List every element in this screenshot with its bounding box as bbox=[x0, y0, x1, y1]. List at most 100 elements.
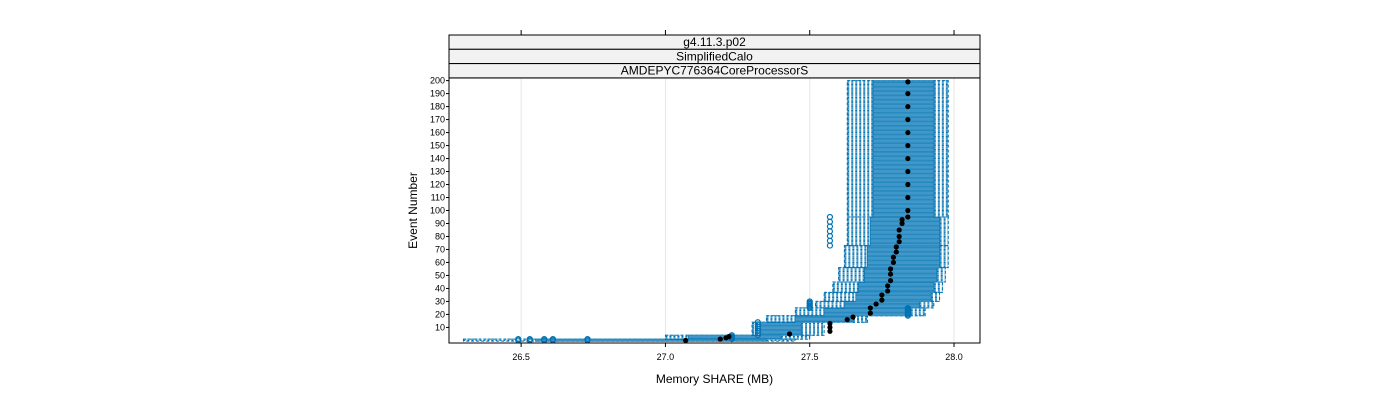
median-point bbox=[683, 337, 689, 344]
y-tick-label: 50 bbox=[435, 270, 445, 280]
median-point bbox=[885, 288, 891, 294]
median-point bbox=[887, 278, 894, 284]
outlier-point bbox=[754, 321, 761, 328]
strip-3: AMDEPYC776364CoreProcessorS bbox=[448, 63, 981, 79]
x-tick-label: 26.5 bbox=[512, 352, 530, 362]
x-axis: 26.5 27.0 27.5 28.0 bbox=[512, 30, 963, 362]
median-point bbox=[905, 129, 911, 136]
outlier-point bbox=[826, 213, 834, 221]
y-tick-label: 90 bbox=[435, 218, 445, 228]
box-iqr bbox=[872, 80, 935, 218]
median-point bbox=[905, 214, 911, 220]
median-point bbox=[867, 305, 873, 311]
y-tick-label: 60 bbox=[435, 257, 445, 267]
y-tick-label: 70 bbox=[435, 244, 445, 254]
strip-2-label: SimplifiedCalo bbox=[676, 49, 753, 63]
outlier-point bbox=[541, 336, 548, 343]
median-point bbox=[905, 194, 911, 201]
median-point bbox=[896, 227, 902, 233]
outlier-point bbox=[549, 336, 556, 343]
median-point bbox=[873, 301, 879, 307]
median-point bbox=[899, 220, 905, 227]
median-point bbox=[867, 310, 873, 316]
outlier-point bbox=[754, 327, 761, 334]
median-point bbox=[844, 317, 850, 323]
y-tick-label: 140 bbox=[430, 154, 445, 164]
median-point bbox=[905, 90, 911, 97]
y-tick-label: 120 bbox=[430, 180, 445, 190]
strip-2: SimplifiedCalo bbox=[448, 48, 981, 65]
median-point bbox=[885, 283, 891, 289]
median-point bbox=[905, 155, 911, 162]
median-point bbox=[827, 324, 833, 331]
y-tick-label: 20 bbox=[435, 309, 445, 319]
median-point bbox=[893, 249, 899, 255]
box-bands bbox=[462, 80, 949, 342]
strip-1: g4.11.3.p02 bbox=[448, 34, 981, 50]
strip-3-box bbox=[448, 63, 981, 79]
x-tick-label: 27.0 bbox=[657, 352, 675, 362]
median-point bbox=[899, 216, 905, 223]
y-tick-label: 80 bbox=[435, 231, 445, 241]
outlier-point bbox=[806, 298, 813, 305]
whisker-range bbox=[815, 300, 935, 309]
outlier-points bbox=[515, 213, 911, 344]
median-point bbox=[905, 116, 911, 123]
median-point bbox=[726, 333, 732, 340]
strip-1-label: g4.11.3.p02 bbox=[683, 35, 746, 49]
median-point bbox=[890, 259, 897, 266]
x-tick-label: 27.5 bbox=[801, 352, 819, 362]
median-point bbox=[905, 103, 911, 110]
median-point bbox=[717, 336, 723, 342]
box-iqr bbox=[794, 315, 854, 323]
median-point bbox=[896, 239, 902, 245]
median-point bbox=[827, 320, 833, 327]
median-point bbox=[850, 314, 856, 320]
outlier-point bbox=[754, 325, 761, 332]
y-tick-label: 130 bbox=[430, 167, 445, 177]
median-point bbox=[896, 233, 902, 240]
outlier-point bbox=[754, 329, 761, 337]
y-tick-label: 190 bbox=[430, 89, 445, 99]
outlier-point bbox=[515, 336, 522, 343]
y-tick-label: 200 bbox=[430, 76, 445, 86]
y-tick-label: 40 bbox=[435, 283, 445, 293]
outlier-point bbox=[526, 336, 533, 343]
median-point bbox=[893, 244, 899, 250]
median-point bbox=[905, 168, 911, 175]
box-iqr bbox=[864, 267, 938, 283]
x-axis-label: Memory SHARE (MB) bbox=[656, 372, 773, 386]
y-tick-label: 160 bbox=[430, 128, 445, 138]
box-iqr bbox=[866, 245, 941, 269]
y-axis-label: Event Number bbox=[406, 172, 420, 249]
y-tick-label: 110 bbox=[431, 193, 445, 203]
median-point bbox=[887, 266, 894, 272]
median-point bbox=[879, 297, 885, 303]
median-point bbox=[905, 181, 911, 188]
outlier-point bbox=[754, 323, 761, 330]
y-tick-label: 170 bbox=[430, 115, 445, 125]
median-point bbox=[890, 254, 897, 260]
median-point bbox=[887, 271, 894, 277]
outlier-point bbox=[754, 319, 761, 326]
y-tick-label: 10 bbox=[435, 322, 445, 332]
median-point bbox=[905, 207, 911, 214]
y-tick-label: 150 bbox=[430, 141, 445, 151]
median-point bbox=[879, 292, 885, 298]
x-tick-label: 28.0 bbox=[945, 352, 963, 362]
y-axis: 10 20 30 40 50 60 70 80 90 100 110 120 130 140 150 160 1… bbox=[430, 76, 449, 332]
y-tick-label: 180 bbox=[430, 102, 445, 112]
median-point bbox=[905, 142, 911, 149]
median-point bbox=[905, 79, 911, 85]
outlier-point bbox=[584, 336, 591, 343]
outlier-point bbox=[754, 332, 761, 339]
outlier-point bbox=[904, 304, 911, 312]
median-point bbox=[827, 328, 833, 334]
median-points bbox=[683, 79, 911, 344]
y-tick-label: 30 bbox=[435, 296, 445, 306]
x-gridlines bbox=[520, 78, 955, 343]
strip-3-label: AMDEPYC776364CoreProcessorS bbox=[621, 64, 808, 78]
y-tick-label: 100 bbox=[430, 206, 445, 216]
median-point bbox=[786, 331, 793, 337]
